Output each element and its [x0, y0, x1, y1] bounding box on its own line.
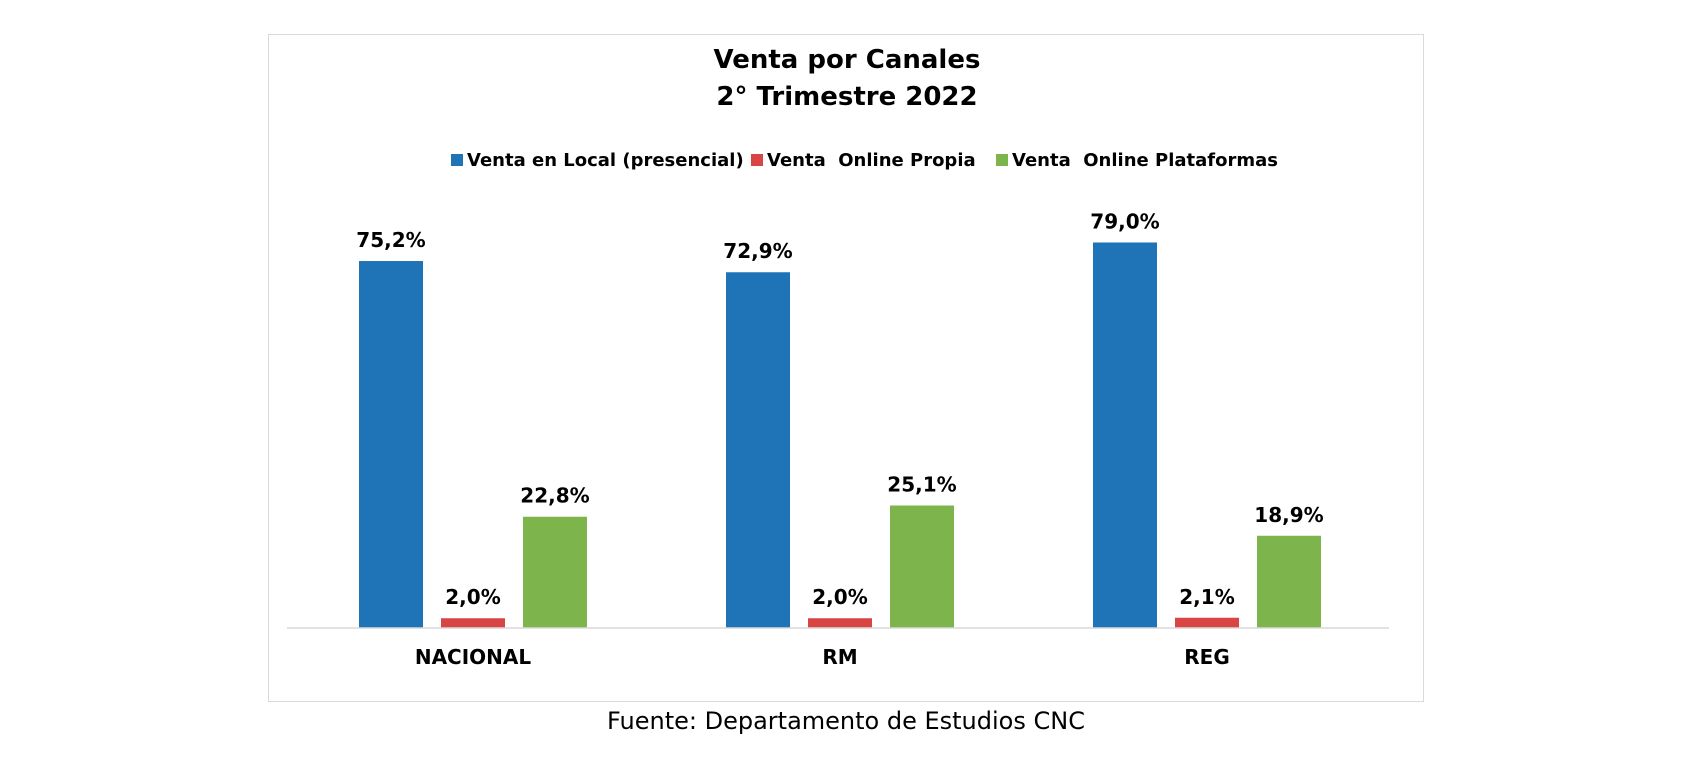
legend-label-2: Venta Online Plataformas	[1012, 150, 1278, 171]
data-label-2-1: 2,1%	[1179, 585, 1234, 609]
data-label-2-0: 79,0%	[1090, 209, 1159, 233]
bar-1-0	[726, 272, 790, 628]
category-label-1: RM	[822, 645, 857, 669]
category-labels-group: NACIONAL RM REG	[415, 645, 1230, 669]
chart-frame: Venta por Canales 2° Trimestre 2022 Vent…	[268, 34, 1424, 702]
bar-2-1	[1175, 617, 1239, 628]
bar-2-2	[1257, 535, 1321, 628]
bar-0-0	[359, 261, 423, 628]
data-label-0-2: 22,8%	[520, 484, 589, 508]
bar-0-1	[441, 618, 505, 628]
category-label-2: REG	[1184, 645, 1229, 669]
bars-group	[359, 242, 1321, 629]
data-label-1-0: 72,9%	[723, 239, 792, 263]
legend-swatch-0	[451, 154, 463, 166]
data-label-1-2: 25,1%	[887, 473, 956, 497]
bar-chart: Venta por Canales 2° Trimestre 2022 Vent…	[287, 45, 1389, 669]
legend: Venta en Local (presencial) Venta Online …	[451, 150, 1278, 171]
legend-label-0: Venta en Local (presencial)	[467, 150, 744, 171]
data-label-1-1: 2,0%	[812, 585, 867, 609]
chart-title-line-2: 2° Trimestre 2022	[716, 82, 977, 112]
chart-title-line-1: Venta por Canales	[714, 45, 981, 75]
bar-2-0	[1093, 242, 1157, 629]
bar-1-2	[890, 505, 954, 628]
data-labels-group: 75,2% 2,0% 22,8% 72,9% 2,0% 25,1% 79,0% 2,1% 18,…	[356, 209, 1323, 609]
legend-swatch-1	[751, 154, 763, 166]
data-label-0-1: 2,0%	[445, 585, 500, 609]
category-label-0: NACIONAL	[415, 645, 532, 669]
legend-label-1: Venta Online Propia	[767, 150, 976, 171]
data-label-0-0: 75,2%	[356, 228, 425, 252]
bar-1-1	[808, 618, 872, 628]
data-label-2-2: 18,9%	[1254, 503, 1323, 527]
bar-0-2	[523, 516, 587, 628]
legend-swatch-2	[996, 154, 1008, 166]
source-note: Fuente: Departamento de Estudios CNC	[607, 707, 1085, 735]
